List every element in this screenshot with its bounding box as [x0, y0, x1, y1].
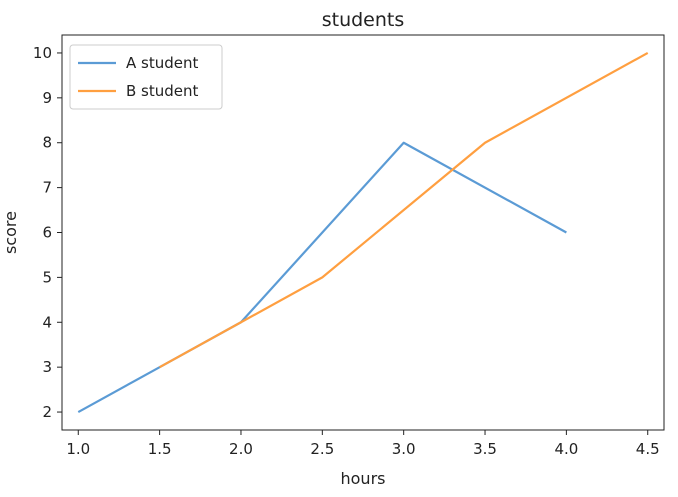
chart-title: students	[322, 9, 405, 31]
x-axis-ticks: 1.0 1.5 2.0 2.5 3.0 3.5 4.0 4.5	[66, 430, 660, 458]
series-line-b-student	[159, 51, 649, 369]
x-tick-label: 2.0	[229, 440, 253, 458]
y-tick-label: 5	[42, 268, 52, 286]
legend: A student B student	[69, 44, 223, 110]
series-lines	[77, 51, 649, 414]
x-tick-label: 1.5	[148, 440, 172, 458]
legend-label: A student	[126, 54, 198, 72]
y-tick-label: 4	[42, 313, 52, 331]
x-tick-label: 4.5	[636, 440, 660, 458]
y-tick-label: 10	[33, 44, 52, 62]
y-axis-ticks: 2 3 4 5 6 7 8 9 10	[33, 44, 62, 421]
legend-box	[69, 44, 223, 110]
legend-label: B student	[126, 82, 199, 100]
y-tick-label: 3	[42, 358, 52, 376]
x-tick-label: 3.5	[473, 440, 497, 458]
y-tick-label: 6	[42, 224, 52, 242]
y-tick-label: 7	[42, 179, 52, 197]
y-tick-label: 9	[42, 89, 52, 107]
y-tick-label: 2	[42, 403, 52, 421]
x-tick-label: 2.5	[310, 440, 334, 458]
x-tick-label: 3.0	[392, 440, 416, 458]
x-tick-label: 1.0	[66, 440, 90, 458]
y-axis-label: score	[1, 211, 20, 254]
x-tick-label: 4.0	[554, 440, 578, 458]
y-tick-label: 8	[42, 134, 52, 152]
x-axis-label: hours	[341, 469, 386, 488]
